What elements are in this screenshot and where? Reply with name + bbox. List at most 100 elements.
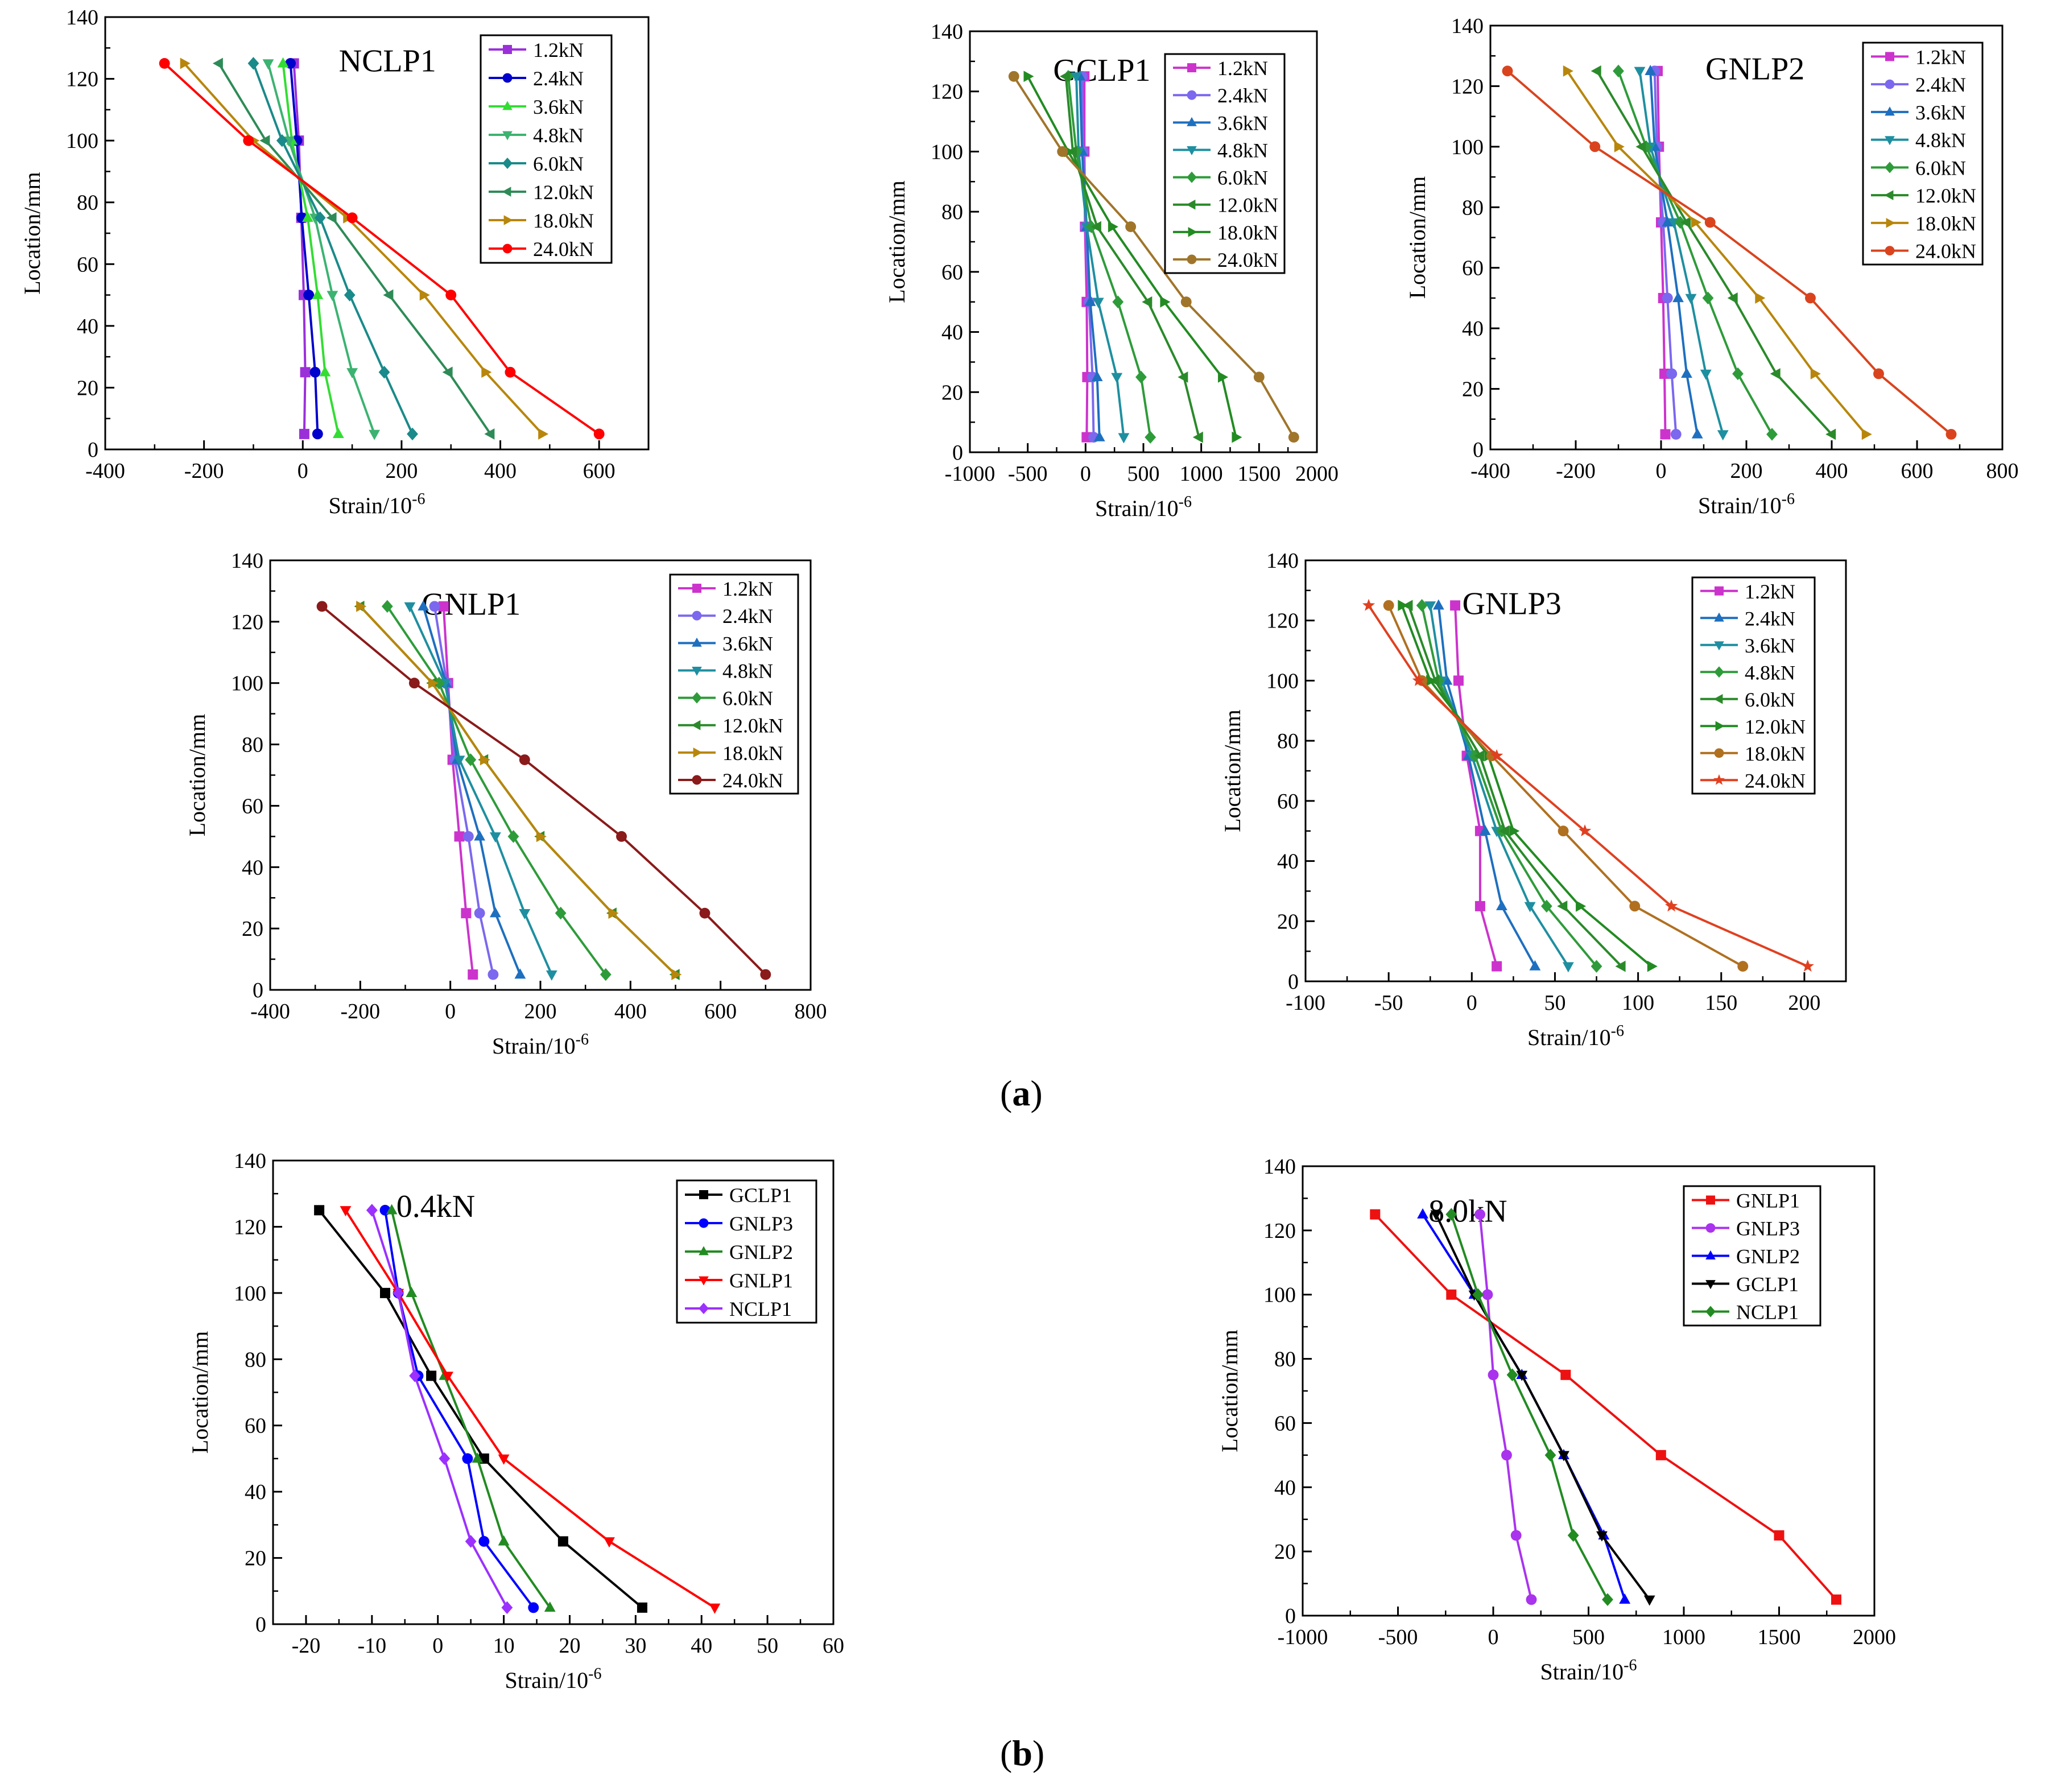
series-GNLP1 bbox=[1370, 1209, 1841, 1605]
legend-marker bbox=[692, 667, 702, 676]
series-NCLP1 bbox=[1445, 1208, 1613, 1607]
data-point bbox=[1613, 64, 1624, 78]
series-18.0kN bbox=[1023, 71, 1242, 443]
legend-marker bbox=[502, 187, 511, 197]
data-point bbox=[1681, 368, 1692, 378]
data-point bbox=[1576, 900, 1587, 912]
legend-marker bbox=[1715, 586, 1724, 596]
data-point bbox=[1591, 960, 1602, 973]
data-point bbox=[462, 1453, 473, 1464]
series-line bbox=[390, 1209, 551, 1609]
series-6.0kN bbox=[247, 57, 418, 441]
data-point bbox=[1160, 296, 1171, 308]
data-point bbox=[1490, 749, 1503, 762]
x-axis-label-exponent: -6 bbox=[1179, 493, 1192, 511]
chart-NCLP1: -400 -200 0 200 400 600 0 20 40 60 80 100 120 140 Stra… bbox=[19, 6, 650, 518]
legend-marker bbox=[1714, 612, 1724, 622]
legend-label: 18.0kN bbox=[722, 742, 783, 765]
legend-label: GCLP1 bbox=[1736, 1273, 1799, 1296]
legend-label: 3.6kN bbox=[1217, 112, 1268, 134]
data-point bbox=[1685, 294, 1697, 304]
x-tick-label: 150 bbox=[1705, 991, 1737, 1015]
data-point bbox=[1416, 599, 1428, 612]
legend-label: 12.0kN bbox=[1915, 184, 1976, 207]
x-tick-label: 600 bbox=[704, 1000, 737, 1023]
x-axis-label: Strain/10-6 bbox=[492, 1031, 589, 1059]
series-12.0kN bbox=[212, 57, 495, 440]
legend-label: 4.8kN bbox=[1745, 661, 1795, 684]
series-line bbox=[267, 63, 376, 435]
y-axis-label: Location/mm bbox=[187, 1331, 213, 1454]
panel-caption-a: (a) bbox=[1000, 1073, 1043, 1113]
legend-marker bbox=[699, 1190, 708, 1199]
data-point bbox=[1634, 67, 1646, 77]
chart-title: 8.0kN bbox=[1428, 1194, 1507, 1229]
series-GNLP3 bbox=[379, 1204, 539, 1613]
x-tick-label: 0 bbox=[1467, 991, 1477, 1015]
y-axis-label: Location/mm bbox=[884, 180, 910, 303]
data-point bbox=[1091, 371, 1103, 382]
data-point bbox=[302, 212, 313, 222]
legend-box bbox=[480, 34, 613, 264]
series-line bbox=[163, 62, 600, 435]
legend-label: 12.0kN bbox=[722, 715, 783, 737]
data-point bbox=[1059, 71, 1070, 82]
legend-marker bbox=[502, 73, 513, 83]
data-point bbox=[546, 970, 557, 981]
chart-0.4kN: -20 -10 0 10 20 30 40 50 60 0 20 40 60 80 100 120 140 Str… bbox=[187, 1149, 844, 1693]
y-tick-label: 140 bbox=[231, 549, 263, 573]
legend-label: 4.8kN bbox=[1915, 129, 1966, 152]
y-tick-label: 0 bbox=[1473, 438, 1484, 462]
data-point bbox=[1084, 295, 1096, 306]
data-point bbox=[1092, 298, 1104, 308]
data-point bbox=[1135, 370, 1147, 384]
data-point bbox=[484, 428, 495, 440]
series-3.6kN bbox=[1645, 65, 1703, 439]
series-line bbox=[1064, 76, 1200, 438]
series-GNLP1 bbox=[340, 1206, 721, 1614]
data-point bbox=[1664, 899, 1678, 912]
x-tick-label: -400 bbox=[85, 459, 125, 483]
x-tick-label: 0 bbox=[432, 1634, 443, 1658]
data-point bbox=[1145, 431, 1156, 444]
data-point bbox=[386, 1204, 398, 1215]
data-point bbox=[1562, 962, 1574, 973]
data-point bbox=[498, 1535, 510, 1546]
legend-box bbox=[1862, 42, 1984, 266]
data-point bbox=[498, 1454, 510, 1465]
series-line bbox=[1649, 71, 1699, 435]
x-tick-label: -1000 bbox=[1278, 1625, 1328, 1649]
series-line bbox=[442, 606, 474, 975]
legend-label: 12.0kN bbox=[533, 181, 594, 204]
data-point bbox=[489, 832, 501, 843]
data-point bbox=[419, 289, 430, 301]
x-tick-label: 0 bbox=[298, 459, 308, 483]
y-tick-label: 40 bbox=[77, 315, 98, 338]
data-point bbox=[407, 427, 418, 441]
series-12.0kN bbox=[1059, 71, 1203, 443]
series-12.0kN bbox=[1398, 600, 1658, 972]
y-tick-label: 80 bbox=[941, 200, 963, 224]
legend-marker bbox=[1187, 63, 1196, 73]
legend: GCLP1 GNLP3 GNLP2 GNLP1 NCLP1 bbox=[676, 1179, 817, 1324]
data-point bbox=[319, 366, 331, 377]
data-point bbox=[404, 602, 416, 613]
data-point bbox=[1501, 1450, 1512, 1461]
series-line bbox=[433, 606, 494, 975]
y-axis-label: Location/mm bbox=[1220, 709, 1245, 832]
data-point bbox=[1093, 431, 1105, 441]
legend-marker bbox=[1713, 693, 1723, 704]
legend-marker bbox=[699, 1276, 709, 1286]
legend-marker bbox=[1705, 1223, 1716, 1233]
legend-label: 1.2kN bbox=[1915, 46, 1966, 68]
series-line bbox=[1596, 70, 1833, 435]
x-tick-label: 600 bbox=[1901, 459, 1934, 483]
chart-GNLP3: -100 -50 0 50 100 150 200 0 20 40 60 80 100 120 140 Str… bbox=[1220, 549, 1847, 1050]
data-point bbox=[426, 1370, 437, 1381]
data-point bbox=[340, 1206, 352, 1217]
data-point bbox=[453, 755, 465, 766]
y-tick-label: 140 bbox=[1263, 1155, 1296, 1179]
y-tick-label: 60 bbox=[77, 253, 98, 276]
legend-marker bbox=[502, 158, 513, 169]
